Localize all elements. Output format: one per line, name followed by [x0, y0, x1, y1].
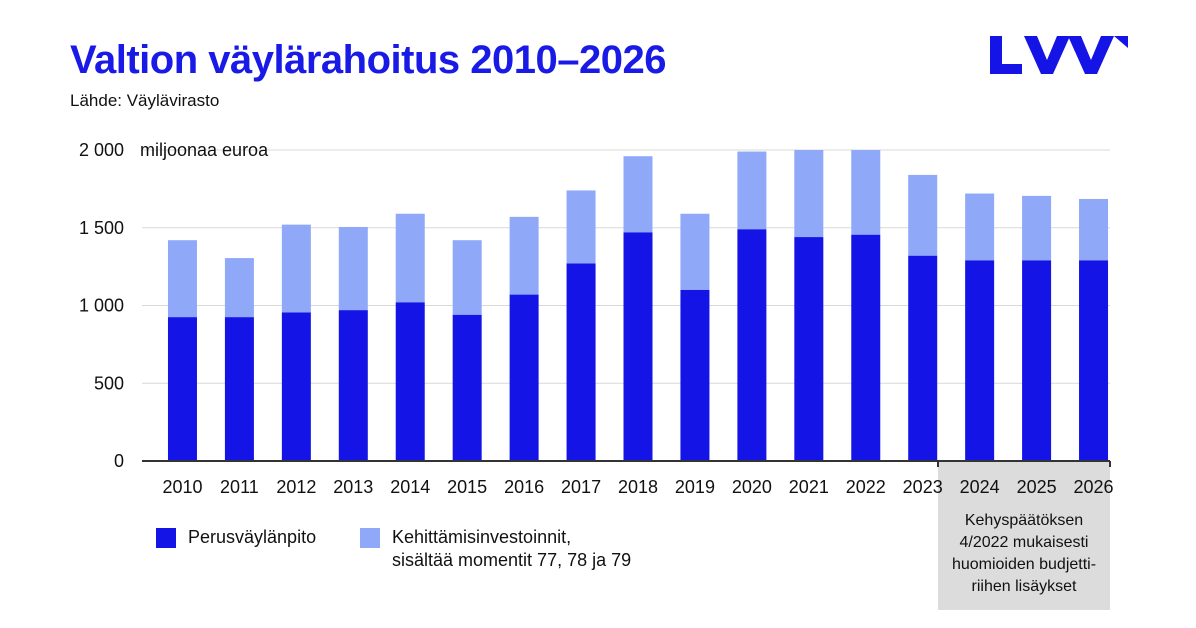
x-tick-label: 2022 [846, 477, 886, 497]
x-tick-label: 2020 [732, 477, 772, 497]
forecast-note: Kehyspäätöksen 4/2022 mukaisesti huomioi… [938, 510, 1110, 598]
note-line: 4/2022 mukaisesti [959, 534, 1089, 551]
bar-development [1079, 198, 1109, 261]
bar-base [281, 312, 311, 461]
source-text: Lähde: Väylävirasto [70, 91, 220, 110]
bar-development [395, 213, 425, 303]
bar-base [395, 302, 425, 461]
bar-development [680, 213, 710, 290]
bar-development [224, 258, 254, 318]
bar-base [851, 234, 881, 461]
y-tick-label: 2 000 [79, 140, 124, 160]
legend-line: Kehittämisinvestoinnit, [392, 527, 572, 547]
bar-base [1022, 260, 1052, 461]
y-tick-label: 0 [114, 451, 124, 471]
bar-base [566, 263, 596, 461]
x-tick-label: 2024 [960, 477, 1000, 497]
bar-base [908, 255, 938, 461]
bar-development [1022, 195, 1052, 261]
y-tick-label: 1 000 [79, 296, 124, 316]
x-tick-label: 2016 [504, 477, 544, 497]
x-tick-label: 2018 [618, 477, 658, 497]
x-tick-label: 2011 [220, 477, 259, 497]
bar-base [965, 260, 995, 461]
x-tick-label: 2012 [276, 477, 316, 497]
bar-base [1079, 260, 1109, 461]
x-tick-label: 2021 [789, 477, 829, 497]
forecast-note-box: Kehyspäätöksen 4/2022 mukaisesti huomioi… [938, 462, 1110, 610]
chart-title: Valtion väylärahoitus 2010–2026 [70, 38, 666, 82]
x-tick-label: 2019 [675, 477, 715, 497]
note-line: Kehyspäätöksen [964, 512, 1084, 529]
bar-base [737, 229, 767, 461]
bar-base [680, 289, 710, 461]
bar-development [509, 216, 539, 295]
bar-base [167, 317, 197, 461]
bar-development [623, 156, 653, 233]
bar-development [338, 226, 368, 311]
bar-base [452, 314, 482, 461]
lvm-logo [988, 34, 1130, 81]
legend-swatch-base [156, 528, 176, 548]
bar-base [338, 310, 368, 461]
bar-development [908, 174, 938, 256]
bar-base [509, 294, 539, 461]
y-axis-label: miljoonaa euroa [140, 140, 269, 160]
bar-development [281, 224, 311, 313]
bar-base [794, 237, 824, 461]
note-line: huomioiden budjetti- [951, 556, 1097, 573]
y-tick-label: 1 500 [79, 218, 124, 238]
legend-label-base: Perusväylänpito [188, 527, 317, 547]
legend-label-development: Kehittämisinvestoinnit, sisältää momenti… [392, 526, 631, 572]
x-tick-label: 2025 [1017, 477, 1057, 497]
bar-base [623, 232, 653, 461]
bar-development [566, 190, 596, 264]
x-tick-label: 2010 [162, 477, 202, 497]
y-tick-label: 500 [94, 373, 124, 393]
bar-development [965, 193, 995, 261]
x-tick-label: 2013 [333, 477, 373, 497]
x-tick-label: 2017 [561, 477, 601, 497]
bar-development [167, 240, 197, 318]
legend-line: sisältää momentit 77, 78 ja 79 [392, 550, 632, 570]
legend-swatch-development [360, 528, 380, 548]
note-line: riihen lisäykset [971, 578, 1077, 595]
bar-base [224, 317, 254, 461]
x-tick-label: 2014 [390, 477, 430, 497]
bar-development [737, 151, 767, 230]
x-tick-label: 2023 [903, 477, 943, 497]
bar-development [794, 150, 824, 238]
x-tick-label: 2015 [447, 477, 487, 497]
bar-development [851, 150, 881, 235]
bar-development [452, 240, 482, 315]
x-tick-label: 2026 [1074, 477, 1114, 497]
